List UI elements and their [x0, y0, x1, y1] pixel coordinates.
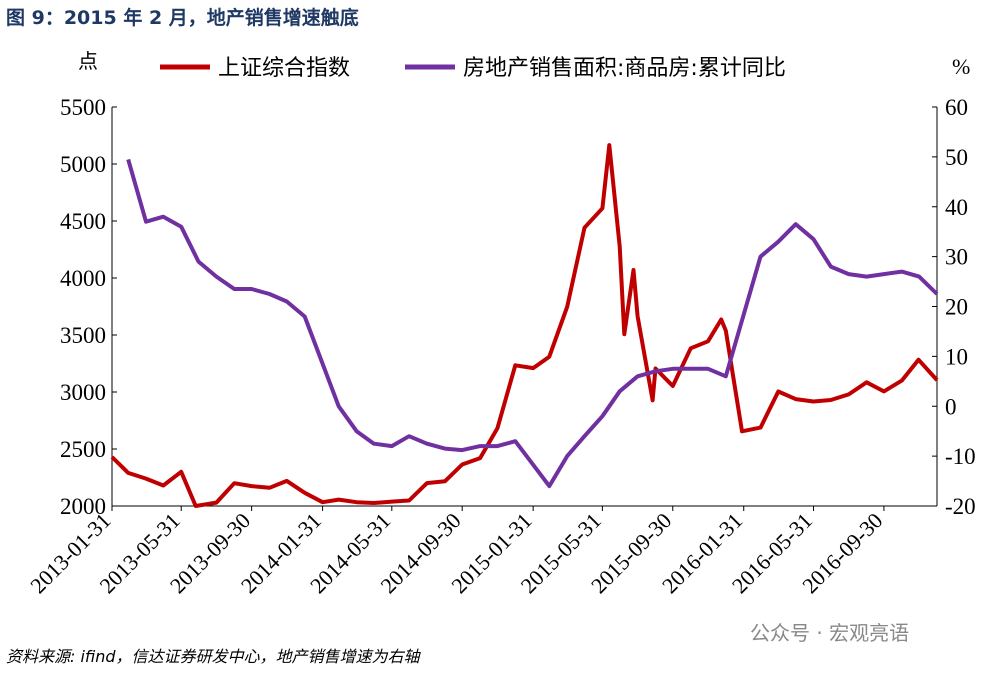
y2-tick-label: 20: [945, 295, 968, 320]
y2-tick-label: 60: [945, 95, 968, 120]
source-note: 资料来源: ifind，信达证券研发中心，地产销售增速为右轴: [6, 647, 422, 666]
series-line: [126, 158, 939, 489]
y-tick-label: 4500: [60, 209, 106, 234]
y2-tick-label: -20: [945, 494, 976, 519]
watermark: 公众号 · 宏观亮语: [750, 621, 909, 645]
legend-label: 房地产销售面积:商品房:累计同比: [463, 56, 786, 81]
chart-title: 图 9：2015 年 2 月，地产销售增速触底: [6, 6, 359, 29]
y2-tick-label: 40: [945, 195, 968, 220]
y-tick-label: 3000: [60, 380, 106, 405]
y2-tick-label: 0: [945, 394, 957, 419]
y-tick-label: 5500: [60, 95, 106, 120]
y2-tick-label: -10: [945, 444, 976, 469]
y2-tick-label: 50: [945, 145, 968, 170]
y-tick-label: 4000: [60, 266, 106, 291]
y-axis-unit: 点: [78, 49, 98, 73]
y2-axis-unit: %: [952, 54, 970, 79]
legend-label: 上证综合指数: [218, 56, 350, 81]
y-tick-label: 3500: [60, 323, 106, 348]
y2-tick-label: 30: [945, 245, 968, 270]
y2-tick-label: 10: [945, 344, 968, 369]
series-line: [110, 143, 939, 508]
y-tick-label: 2000: [60, 494, 106, 519]
y-tick-label: 5000: [60, 152, 106, 177]
y-tick-label: 2500: [60, 437, 106, 462]
